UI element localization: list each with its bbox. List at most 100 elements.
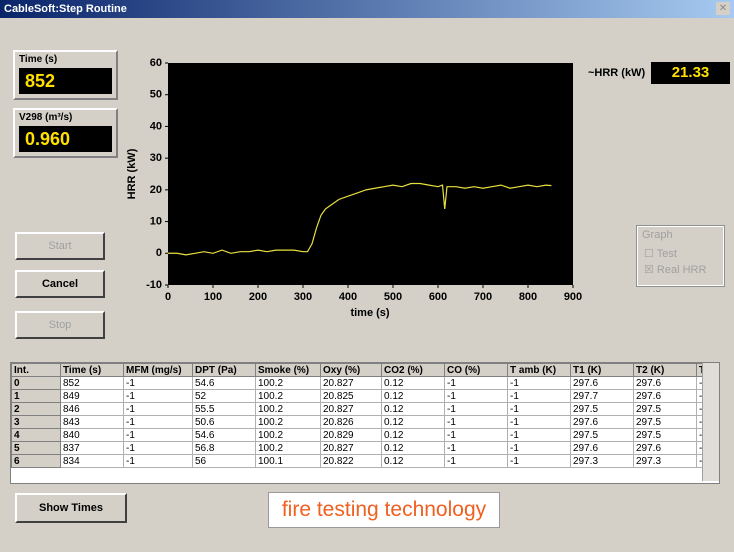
table-cell: 297.3 (570, 454, 634, 468)
table-cell: 100.2 (255, 402, 321, 416)
y-axis-label: HRR (kW) (126, 148, 138, 199)
table-cell: -1 (507, 389, 571, 403)
table-cell: -1 (123, 441, 193, 455)
table-row: 5837-156.8100.220.8270.12-1-1297.6297.6-… (11, 441, 719, 455)
option[interactable]: ☒ Real HRR (644, 264, 707, 276)
close-button[interactable]: ✕ (716, 2, 730, 15)
table-cell: 20.826 (320, 415, 382, 429)
column-header: Int. (11, 363, 61, 377)
column-header: T amb (K) (507, 363, 571, 377)
table-cell: 20.827 (320, 376, 382, 390)
x-tick-label: 800 (519, 291, 537, 303)
table-cell: 56.8 (192, 441, 256, 455)
start-button[interactable]: Start (15, 232, 105, 260)
column-header: Oxy (%) (320, 363, 382, 377)
x-axis-label: time (s) (350, 307, 389, 319)
table-cell: 1 (11, 389, 61, 403)
table-cell: -1 (507, 415, 571, 429)
table-cell: -1 (507, 376, 571, 390)
y-tick-label: 30 (150, 152, 162, 164)
table-cell: 0.12 (381, 415, 445, 429)
table-cell: 297.6 (633, 441, 697, 455)
table-cell: 297.5 (633, 415, 697, 429)
hrr-label: ~HRR (kW) (588, 67, 646, 79)
x-tick-label: 400 (339, 291, 357, 303)
column-header: T2 (K) (633, 363, 697, 377)
table-cell: 20.827 (320, 402, 382, 416)
readout-label: V298 (m³/s) (19, 112, 73, 123)
group-title: Graph (642, 229, 673, 241)
x-tick-label: 700 (474, 291, 492, 303)
table-cell: -1 (444, 428, 508, 442)
table-cell: -1 (123, 389, 193, 403)
window-title: CableSoft:Step Routine (0, 0, 734, 18)
column-header: CO (%) (444, 363, 508, 377)
table-cell: 6 (11, 454, 61, 468)
data-table: Int. Time (s) MFM (mg/s) DPT (Pa) Smoke (%) O… (11, 363, 719, 468)
table-cell: -1 (444, 454, 508, 468)
y-tick-label: -10 (146, 279, 162, 291)
plot-area (168, 63, 573, 285)
table-cell: 852 (60, 376, 124, 390)
table-cell: 56 (192, 454, 256, 468)
readout-label: Time (s) (19, 54, 58, 65)
option[interactable]: ☐ Test (644, 248, 677, 260)
table-cell: 54.6 (192, 376, 256, 390)
table-cell: 0.12 (381, 376, 445, 390)
table-cell: -1 (123, 428, 193, 442)
table-cell: 0.12 (381, 389, 445, 403)
table-cell: 297.7 (570, 389, 634, 403)
show-times-button[interactable]: Show Times (15, 493, 127, 523)
hrr-value: 21.33 (651, 62, 730, 84)
stop-button[interactable]: Stop (15, 311, 105, 339)
data-table-frame: Int. Time (s) MFM (mg/s) DPT (Pa) Smoke (%) O… (10, 362, 720, 484)
table-cell: -1 (444, 415, 508, 429)
table-cell: 297.6 (633, 389, 697, 403)
table-cell: -1 (444, 441, 508, 455)
option-label: Real HRR (656, 264, 707, 276)
table-cell: -1 (444, 402, 508, 416)
table-cell: 837 (60, 441, 124, 455)
table-cell: 20.829 (320, 428, 382, 442)
time-readout: Time (s) 852 (13, 50, 118, 100)
table-cell: 50.6 (192, 415, 256, 429)
table-cell: 297.3 (633, 454, 697, 468)
x-tick-label: 900 (564, 291, 582, 303)
table-cell: 849 (60, 389, 124, 403)
column-header: Time (s) (60, 363, 124, 377)
table-cell: 0 (11, 376, 61, 390)
table-cell: 20.827 (320, 441, 382, 455)
column-header: CO2 (%) (381, 363, 445, 377)
x-tick-label: 100 (204, 291, 222, 303)
table-cell: -1 (123, 402, 193, 416)
table-cell: 100.1 (255, 454, 321, 468)
table-cell: -1 (123, 415, 193, 429)
table-cell: 2 (11, 402, 61, 416)
cancel-button[interactable]: Cancel (15, 270, 105, 298)
x-tick-label: 300 (294, 291, 312, 303)
scrollbar[interactable] (702, 363, 719, 481)
readout-value: 0.960 (19, 126, 112, 152)
table-cell: 297.6 (570, 441, 634, 455)
table-cell: -1 (507, 428, 571, 442)
table-cell: 846 (60, 402, 124, 416)
table-cell: 5 (11, 441, 61, 455)
column-header: T1 (K) (570, 363, 634, 377)
table-cell: -1 (444, 389, 508, 403)
table-cell: 100.2 (255, 415, 321, 429)
table-cell: -1 (123, 454, 193, 468)
column-header: Smoke (%) (255, 363, 321, 377)
readout-value: 852 (19, 68, 112, 94)
header-row: Int. Time (s) MFM (mg/s) DPT (Pa) Smoke (%) O… (11, 363, 719, 377)
table-cell: 297.6 (570, 415, 634, 429)
table-cell: 54.6 (192, 428, 256, 442)
table-row: 0852-154.6100.220.8270.12-1-1297.6297.6-… (11, 376, 719, 390)
table-cell: 100.2 (255, 376, 321, 390)
table-cell: 4 (11, 428, 61, 442)
x-tick-label: 0 (165, 291, 171, 303)
table-cell: 100.2 (255, 389, 321, 403)
hrr-line (168, 182, 552, 256)
table-cell: 0.12 (381, 441, 445, 455)
table-cell: 100.2 (255, 441, 321, 455)
